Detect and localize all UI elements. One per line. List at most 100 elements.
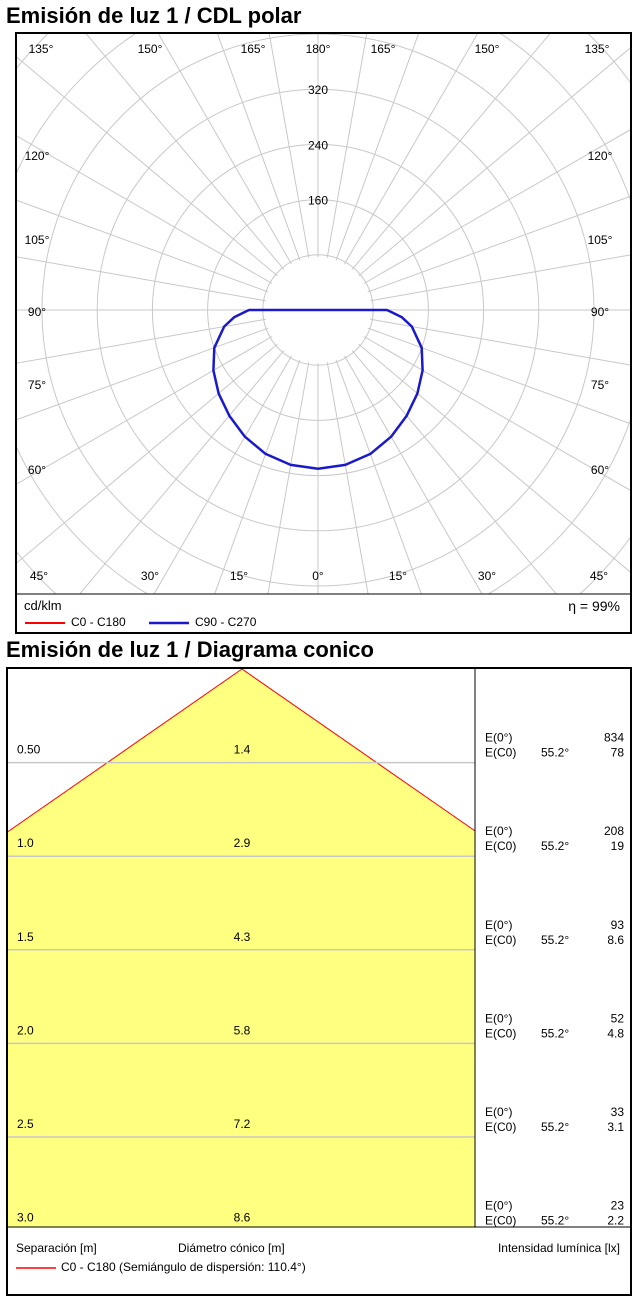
polar-angle-label: 105° [588, 233, 613, 247]
polar-spoke [363, 336, 630, 491]
polar-chart: 160 240 320 135° 150° 165° 180° 165° 150° 135° 120… [17, 34, 630, 595]
polar-spoke [344, 355, 483, 594]
cone-row-diameter: 8.6 [234, 1211, 251, 1225]
cone-legend-swatch [16, 1267, 56, 1269]
legend-swatch-c90 [149, 621, 189, 625]
cone-row-e0-value: 52 [611, 1011, 625, 1025]
polar-curve-c90-c270 [212, 308, 424, 470]
polar-spoke [267, 362, 310, 594]
polar-chart-title: Emisión de luz 1 / CDL polar [6, 3, 302, 28]
cone-row-diameter: 1.4 [234, 743, 251, 757]
polar-radial-tick-label: 240 [308, 138, 328, 152]
cone-row-ec0-value: 3.1 [607, 1120, 624, 1134]
cone-row-ec0-label: E(C0) [485, 1120, 516, 1134]
cone-row-diameter: 4.3 [234, 930, 251, 944]
cone-shape [8, 669, 476, 1227]
cone-row-ec0-label: E(C0) [485, 1214, 516, 1228]
polar-spoke [363, 129, 630, 284]
polar-unit-label: cd/klm [24, 598, 62, 613]
polar-angle-label: 165° [371, 42, 396, 56]
polar-angle-label: 120° [588, 149, 613, 163]
polar-spoke [17, 199, 269, 293]
polar-angle-label: 45° [30, 569, 48, 583]
footer-diameter-label: Diámetro cónico [m] [178, 1241, 285, 1255]
polar-spoke [335, 359, 422, 594]
polar-angle-label: 90° [28, 305, 46, 319]
cone-row-height: 0.50 [17, 743, 41, 757]
cone-row: 1.0 2.9 E(0°) 208 E(C0) 55.2° 19 [17, 824, 624, 853]
cone-row-ec0-value: 2.2 [607, 1214, 624, 1228]
polar-angle-label: 150° [138, 42, 163, 56]
polar-angle-label: 165° [241, 42, 266, 56]
polar-spoke [153, 355, 292, 594]
polar-spoke [214, 359, 301, 594]
polar-spoke [326, 34, 368, 258]
polar-chart-panel: 160 240 320 135° 150° 165° 180° 165° 150° 135° 120… [15, 32, 632, 634]
cone-row-diameter: 5.8 [234, 1023, 251, 1037]
cone-row-angle: 55.2° [541, 1214, 569, 1228]
polar-angle-label: 120° [25, 149, 50, 163]
cone-row: 0.50 1.4 E(0°) 834 E(C0) 55.2° 78 [17, 731, 624, 760]
cone-row-height: 2.5 [17, 1117, 34, 1131]
polar-spoke [358, 343, 630, 573]
cone-row-ec0-label: E(C0) [485, 746, 516, 760]
cone-row-ec0-value: 78 [611, 746, 625, 760]
cone-row-height: 2.0 [17, 1023, 34, 1037]
polar-spoke [17, 318, 266, 364]
polar-spoke [17, 135, 273, 284]
cone-fill [8, 669, 475, 1227]
cone-row-e0-value: 208 [604, 824, 624, 838]
polar-spoke [344, 34, 478, 265]
polar-efficiency: η = 99% [568, 598, 620, 614]
polar-spoke [367, 195, 630, 293]
polar-curves [212, 308, 424, 470]
legend-label-c90: C90 - C270 [195, 615, 257, 629]
polar-angle-label: 30° [478, 569, 496, 583]
cone-edge-left [8, 669, 243, 833]
polar-radial-tick-label: 160 [308, 194, 328, 208]
polar-angle-label: 105° [25, 233, 50, 247]
cone-row-e0-value: 93 [611, 918, 625, 932]
polar-grid [17, 34, 630, 594]
cone-edge-right [241, 669, 476, 832]
cone-row-e0-value: 23 [611, 1199, 625, 1213]
polar-labels: 160 240 320 135° 150° 165° 180° 165° 150° 135° 120… [25, 42, 613, 583]
cone-row-diameter: 7.2 [234, 1117, 251, 1131]
legend-label-c0: C0 - C180 [71, 615, 126, 629]
cone-row-angle: 55.2° [541, 1120, 569, 1134]
cone-row: 3.0 8.6 E(0°) 23 E(C0) 55.2° 2.2 [17, 1199, 624, 1228]
footer-separation-label: Separación [m] [16, 1241, 97, 1255]
cone-row-e0-value: 33 [611, 1105, 625, 1119]
polar-spoke [367, 327, 630, 425]
polar-angle-label: 0° [312, 569, 324, 583]
cone-row-e0-value: 834 [604, 731, 624, 745]
footer-intensity-label: Intensidad lumínica [lx] [497, 1241, 620, 1255]
polar-spoke [370, 254, 630, 302]
polar-angle-label: 15° [389, 569, 407, 583]
polar-angle-label: 75° [591, 378, 609, 392]
cone-row: 2.5 7.2 E(0°) 33 E(C0) 55.2° 3.1 [17, 1105, 624, 1134]
polar-spoke [17, 327, 269, 421]
polar-angle-label: 90° [591, 305, 609, 319]
cone-row-ec0-value: 19 [611, 839, 625, 853]
polar-spoke [358, 47, 630, 277]
polar-spoke [85, 34, 285, 270]
cone-row: 1.5 4.3 E(0°) 93 E(C0) 55.2° 8.6 [17, 918, 624, 947]
cone-row-height: 1.5 [17, 930, 34, 944]
polar-spoke [17, 256, 266, 302]
polar-spoke [370, 318, 630, 366]
cone-row-e0-label: E(0°) [485, 918, 512, 932]
polar-radial-tick-label: 320 [308, 83, 328, 97]
cone-row-angle: 55.2° [541, 839, 569, 853]
cone-diagram: 0.50 1.4 E(0°) 834 E(C0) 55.2° 78 1.0 2.9 E(0°) 20… [8, 669, 630, 1228]
polar-spoke [351, 350, 557, 594]
cone-row-height: 3.0 [17, 1211, 34, 1225]
polar-spoke [268, 34, 310, 258]
polar-spoke [217, 34, 301, 261]
polar-spoke [79, 350, 285, 594]
cone-row-ec0-label: E(C0) [485, 839, 516, 853]
polar-spoke [158, 34, 292, 265]
polar-angle-label: 150° [475, 42, 500, 56]
cone-row-e0-label: E(0°) [485, 731, 512, 745]
cone-row-ec0-value: 4.8 [607, 1026, 624, 1040]
